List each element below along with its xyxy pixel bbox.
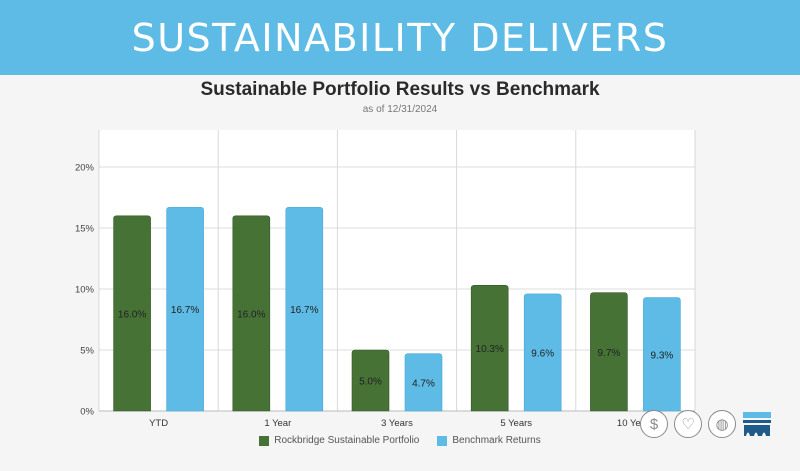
bar-benchmark (523, 293, 562, 412)
data-label: 16.7% (290, 305, 318, 316)
chart-title: Sustainable Portfolio Results vs Benchma… (200, 79, 600, 100)
bar-benchmark (643, 297, 681, 412)
bar-benchmark (404, 353, 443, 412)
data-label: 10.3% (476, 344, 504, 355)
data-label: 16.0% (118, 309, 146, 320)
data-label: 16.7% (171, 305, 199, 316)
x-tick-label: 1 Year (264, 418, 291, 429)
legend-swatch-benchmark (437, 435, 448, 446)
bar-portfolio (351, 349, 390, 412)
legend-item-portfolio: Rockbridge Sustainable Portfolio (259, 435, 419, 446)
dollar-icon: $ (640, 410, 668, 438)
data-label: 4.7% (412, 378, 435, 389)
data-label: 9.6% (531, 348, 554, 359)
header-banner: SUSTAINABILITY DELIVERS (0, 0, 800, 75)
bar-portfolio (232, 215, 271, 412)
bar-benchmark (285, 206, 324, 412)
data-label: 9.7% (598, 348, 621, 359)
y-tick-label: 15% (75, 224, 95, 235)
y-tick-label: 0% (80, 407, 94, 418)
heart-icon: ♡ (674, 410, 702, 438)
legend-label-portfolio: Rockbridge Sustainable Portfolio (274, 435, 420, 446)
bridge-logo-icon (743, 412, 771, 436)
x-tick-label: 3 Years (381, 418, 413, 429)
x-tick-label: 10 Years (617, 418, 654, 429)
legend: Rockbridge Sustainable Portfolio Benchma… (0, 435, 800, 446)
bar-portfolio (113, 215, 151, 412)
chart-subtitle: as of 12/31/2024 (362, 104, 438, 115)
bar-portfolio (470, 285, 509, 412)
globe-icon: ◍ (708, 410, 736, 438)
y-tick-label: 5% (80, 346, 94, 357)
y-tick-label: 20% (75, 163, 95, 174)
brand-icons: $ ♡ ◍ (640, 410, 772, 438)
data-label: 9.3% (651, 350, 674, 361)
data-label: 16.0% (237, 309, 265, 320)
legend-label-benchmark: Benchmark Returns (452, 435, 541, 446)
data-label: 5.0% (359, 377, 382, 388)
banner-title: SUSTAINABILITY DELIVERS (131, 15, 669, 60)
legend-item-benchmark: Benchmark Returns (437, 435, 541, 446)
legend-swatch-portfolio (259, 435, 270, 446)
y-tick-label: 10% (75, 285, 95, 296)
x-tick-label: 5 Years (500, 418, 532, 429)
x-tick-label: YTD (149, 418, 168, 429)
bar-benchmark (166, 206, 204, 412)
bar-portfolio (590, 292, 628, 412)
